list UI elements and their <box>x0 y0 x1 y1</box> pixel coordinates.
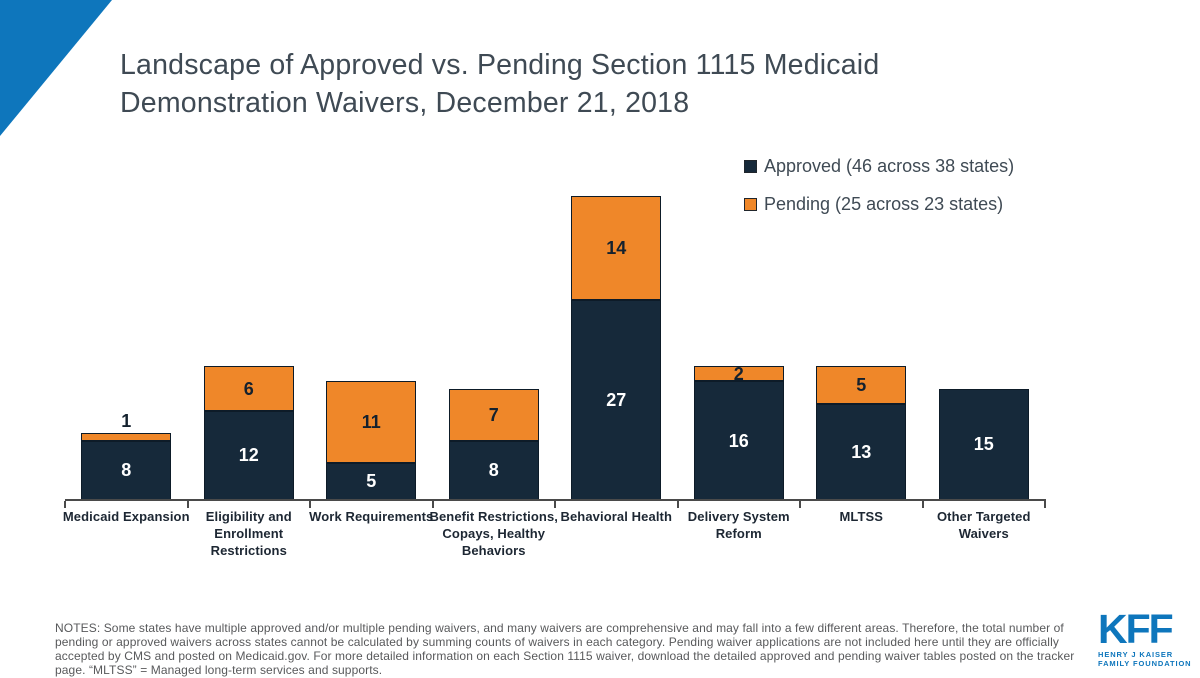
bar-value-label-approved: 16 <box>728 430 749 451</box>
bar-value-label-approved: 27 <box>606 389 627 410</box>
axis-tick <box>1044 501 1046 508</box>
kff-logo-wordmark: KFF <box>1098 606 1174 652</box>
bar-segment-approved: 15 <box>938 388 1029 500</box>
bar-segment-approved: 8 <box>448 440 539 500</box>
bar-value-label-pending: 1 <box>121 411 132 432</box>
bar-value-label-pending: 5 <box>856 374 867 395</box>
bar-segment-pending: 2 <box>693 363 784 384</box>
pending-swatch-icon <box>744 198 757 211</box>
bar-value-label-approved: 5 <box>366 471 377 492</box>
bar-value-label-approved: 12 <box>238 445 259 466</box>
category-label: Eligibility and Enrollment Restrictions <box>205 509 292 558</box>
axis-tick <box>431 501 434 508</box>
bar-value-label-approved: 15 <box>973 434 994 455</box>
bar-value-label-pending: 14 <box>606 237 627 258</box>
category-label: Medicaid Expansion <box>62 509 190 524</box>
category-label: Other Targeted Waivers <box>936 509 1031 541</box>
category-label: Benefit Restrictions, Copays, Healthy Be… <box>429 509 558 558</box>
x-axis <box>65 499 1046 501</box>
bar-segment-pending: 6 <box>203 366 294 411</box>
page-title: Landscape of Approved vs. Pending Sectio… <box>120 49 880 119</box>
bar-segment-pending: 5 <box>816 366 907 404</box>
axis-tick <box>799 501 801 508</box>
axis-tick <box>64 501 66 508</box>
category-label: Work Requirements <box>309 509 434 524</box>
axis-tick <box>921 501 924 508</box>
axis-tick <box>676 501 679 508</box>
legend-item-pending: Pending (25 across 23 states) <box>744 194 1014 215</box>
axis-tick <box>309 501 311 508</box>
bar-value-label-pending: 6 <box>243 378 254 399</box>
bar-segment-pending: 7 <box>448 388 539 441</box>
axis-tick <box>186 501 189 508</box>
category-label: Delivery System Reform <box>687 509 790 541</box>
bar-segment-approved: 5 <box>326 462 417 500</box>
bar-value-label-pending: 2 <box>733 363 744 384</box>
bar-value-label-approved: 8 <box>121 460 132 481</box>
corner-accent-triangle <box>0 0 112 136</box>
bar-segment-approved: 12 <box>203 410 294 500</box>
bar-segment-pending: 14 <box>571 195 662 300</box>
bar-value-label-approved: 13 <box>851 441 872 462</box>
footnotes: NOTES: Some states have multiple approve… <box>55 621 1075 678</box>
category-label: Behavioral Health <box>560 509 672 524</box>
bar-segment-approved: 8 <box>81 440 172 500</box>
legend-label-pending: Pending (25 across 23 states) <box>764 194 1004 214</box>
chart-legend: Approved (46 across 38 states) Pending (… <box>744 156 1014 232</box>
legend-item-approved: Approved (46 across 38 states) <box>744 156 1014 177</box>
bar-value-label-pending: 11 <box>361 412 381 433</box>
bar-segment-pending: 11 <box>326 381 417 463</box>
bar-value-label-pending: 7 <box>488 404 499 425</box>
bar-value-label-approved: 8 <box>488 460 499 481</box>
legend-label-approved: Approved (46 across 38 states) <box>764 156 1015 176</box>
bar-segment-approved: 16 <box>693 381 784 500</box>
axis-tick <box>554 501 556 508</box>
kff-logo: KFF HENRY J KAISER FAMILY FOUNDATION <box>1098 606 1193 669</box>
bar-segment-approved: 13 <box>816 403 907 500</box>
kff-logo-subtitle: HENRY J KAISER FAMILY FOUNDATION <box>1098 649 1192 669</box>
bar-segment-pending <box>81 433 172 441</box>
approved-swatch-icon <box>744 160 757 173</box>
bar-segment-approved: 27 <box>571 299 662 500</box>
category-label: MLTSS <box>839 509 884 524</box>
